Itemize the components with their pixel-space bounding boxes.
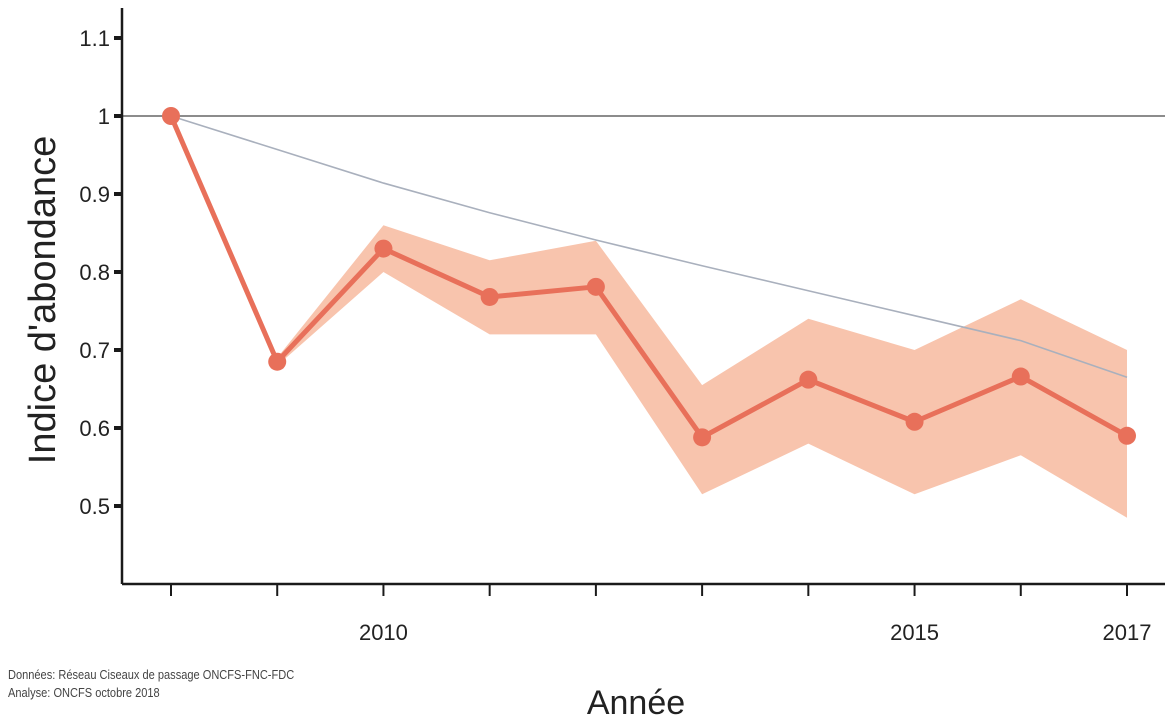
- y-tick-label: 0.9: [79, 182, 110, 207]
- y-axis-title: Indice d'abondance: [22, 136, 64, 464]
- y-tick-label: 0.6: [79, 416, 110, 441]
- data-point: [1011, 367, 1030, 386]
- data-point: [799, 370, 818, 389]
- confidence-band: [171, 116, 1127, 518]
- data-source-note: Données: Réseau Ciseaux de passage ONCFS…: [8, 666, 294, 702]
- y-tick-label: 0.7: [79, 338, 110, 363]
- y-tick-label: 1: [98, 104, 110, 129]
- x-axis-title: Année: [587, 684, 685, 722]
- source-line: Données: Réseau Ciseaux de passage ONCFS…: [8, 667, 295, 682]
- x-tick-label: 2017: [1103, 620, 1152, 645]
- x-tick-label: 2010: [359, 620, 408, 645]
- data-point: [1118, 426, 1136, 445]
- y-tick-label: 0.5: [79, 494, 110, 519]
- data-point: [586, 277, 605, 296]
- x-tick-label: 2015: [890, 620, 939, 645]
- axis-layer: 0.5 0.6 0.7 0.8 0.9 1 1.1 2010 2015 2017: [79, 8, 1165, 645]
- data-point: [162, 107, 180, 125]
- data-point: [480, 287, 499, 306]
- series-layer: [162, 107, 1136, 447]
- source-line: Analyse: ONCFS octobre 2018: [8, 685, 160, 700]
- data-point: [693, 428, 712, 447]
- trend-line-layer: [170, 115, 1128, 379]
- data-point: [268, 352, 287, 371]
- series-line: [168, 115, 1129, 440]
- y-tick-label: 0.8: [79, 260, 110, 285]
- data-point: [374, 239, 393, 258]
- confidence-band-layer: [171, 116, 1127, 518]
- trend-line: [170, 115, 1128, 379]
- data-point: [905, 412, 924, 431]
- y-tick-label: 1.1: [79, 26, 110, 51]
